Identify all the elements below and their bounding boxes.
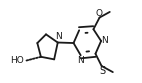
Text: N: N — [55, 32, 62, 41]
Text: HO: HO — [10, 56, 24, 65]
Text: N: N — [77, 56, 83, 65]
Text: O: O — [96, 9, 103, 18]
Text: N: N — [101, 36, 107, 45]
Text: S: S — [99, 66, 106, 76]
